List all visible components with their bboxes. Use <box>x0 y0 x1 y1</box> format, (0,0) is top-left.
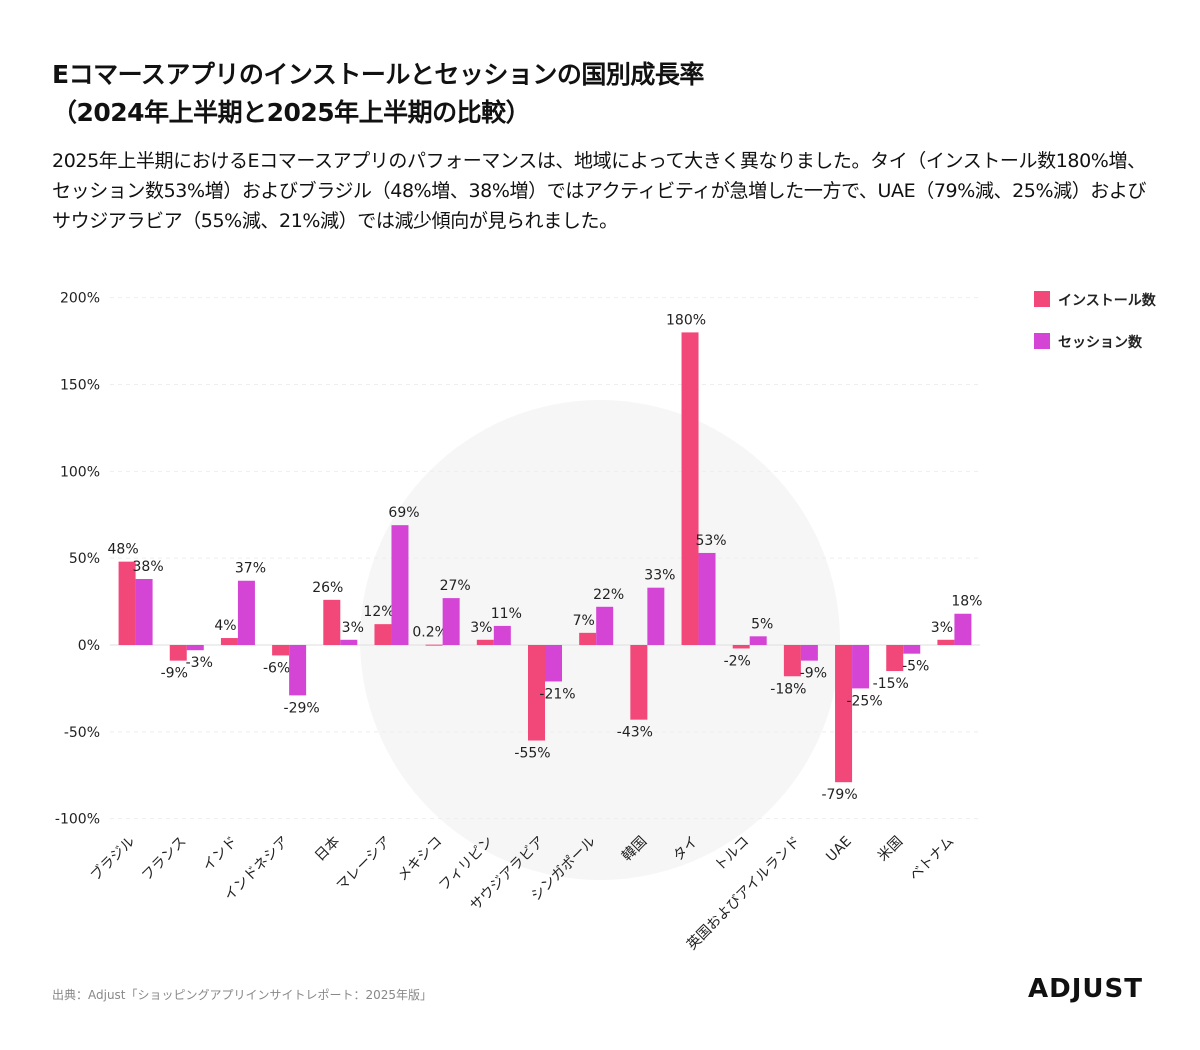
bar-installs <box>579 632 597 645</box>
data-label: 5% <box>751 616 773 632</box>
title-line-1: Eコマースアプリのインストールとセッションの国別成長率 <box>52 60 704 89</box>
title-line-2: （2024年上半期と2025年上半期の比較） <box>52 98 531 127</box>
data-label: 69% <box>388 505 419 521</box>
x-tick-label: マレーシア <box>334 834 395 895</box>
data-label: 7% <box>573 613 595 629</box>
bar-sessions <box>135 579 153 645</box>
data-label: 3% <box>342 620 364 636</box>
x-tick-label: メキシコ <box>395 834 446 885</box>
x-tick-label: 米国 <box>875 834 906 865</box>
bar-sessions <box>749 636 767 645</box>
y-tick-label: 100% <box>60 464 100 480</box>
bar-sessions <box>340 639 358 645</box>
y-tick-label: -50% <box>64 725 100 741</box>
data-label: 38% <box>133 559 164 575</box>
data-label: -6% <box>263 660 290 676</box>
y-tick-label: 150% <box>60 378 100 394</box>
data-label: 22% <box>593 587 624 603</box>
data-label: 33% <box>644 568 675 584</box>
bar-sessions <box>237 580 255 645</box>
y-tick-label: -100% <box>55 812 100 828</box>
bar-sessions <box>545 645 562 682</box>
bar-installs <box>886 645 904 672</box>
data-label: -79% <box>821 787 857 803</box>
chart-title: Eコマースアプリのインストールとセッションの国別成長率 （2024年上半期と20… <box>52 56 704 132</box>
data-label: -15% <box>873 676 909 692</box>
bar-installs <box>937 639 955 645</box>
x-tick-label: フランス <box>139 834 190 885</box>
data-label: 3% <box>470 620 492 636</box>
data-label: -18% <box>770 681 806 697</box>
bar-installs <box>528 645 545 741</box>
legend-swatch <box>1034 333 1050 349</box>
x-tick-label: UAE <box>823 834 855 866</box>
bar-sessions <box>852 645 870 689</box>
data-label: 48% <box>108 542 139 558</box>
bar-installs <box>835 645 853 783</box>
bar-sessions <box>289 645 307 696</box>
bar-sessions <box>903 645 921 654</box>
chart-subtitle: 2025年上半期におけるEコマースアプリのパフォーマンスは、地域によって大きく異… <box>52 150 1147 232</box>
data-label: 26% <box>312 580 343 596</box>
bar-installs <box>681 332 699 645</box>
x-tick-label: ベトナム <box>907 834 958 885</box>
bar-sessions <box>391 525 409 645</box>
bar-sessions <box>493 625 511 645</box>
bar-sessions <box>442 598 460 645</box>
legend-label: セッション数 <box>1058 334 1143 351</box>
bar-installs <box>476 639 494 645</box>
source-footer: 出典：Adjust「ショッピングアプリインサイトレポート：2025年版」 <box>52 988 433 1002</box>
data-label: 27% <box>440 578 471 594</box>
data-label: 18% <box>951 594 982 610</box>
bar-installs <box>425 644 443 646</box>
bar-sessions <box>596 606 614 645</box>
bar-installs <box>169 645 187 661</box>
data-label: 3% <box>931 620 953 636</box>
bar-sessions <box>647 587 665 645</box>
data-label: -2% <box>724 653 751 669</box>
legend-swatch <box>1034 291 1050 307</box>
data-label: 12% <box>363 604 394 620</box>
bar-sessions <box>800 645 818 661</box>
bar-sessions <box>186 645 204 651</box>
data-label: -55% <box>514 746 550 762</box>
y-tick-label: 200% <box>60 291 100 307</box>
data-label: 4% <box>214 618 236 634</box>
data-label: -3% <box>186 655 213 671</box>
bar-installs <box>272 645 290 656</box>
x-tick-label: ブラジル <box>87 833 138 884</box>
data-label: -25% <box>846 693 882 709</box>
data-label: -21% <box>539 686 575 702</box>
y-tick-label: 50% <box>69 551 100 567</box>
data-label: -9% <box>161 666 188 682</box>
legend-label: インストール数 <box>1058 292 1157 309</box>
data-label: -43% <box>617 725 653 741</box>
bar-installs <box>732 645 750 649</box>
data-label: 37% <box>235 561 266 577</box>
bar-sessions <box>698 552 716 645</box>
data-label: 53% <box>695 533 726 549</box>
x-tick-label: インド <box>200 834 241 875</box>
bar-installs <box>118 561 136 645</box>
data-label: -9% <box>800 666 827 682</box>
data-label: -5% <box>902 659 929 675</box>
bar-installs <box>783 645 801 677</box>
data-label: 11% <box>491 606 522 622</box>
bar-sessions <box>954 613 972 645</box>
bar-installs <box>374 624 392 645</box>
y-tick-label: 0% <box>78 638 100 654</box>
bar-installs <box>323 599 341 645</box>
bar-installs <box>220 638 238 645</box>
x-tick-label: 日本 <box>312 834 343 865</box>
data-label: 0.2% <box>412 625 448 641</box>
data-label: 180% <box>666 312 706 328</box>
data-label: -29% <box>284 700 320 716</box>
bar-installs <box>630 645 648 720</box>
adjust-logo: ADJUST <box>1028 974 1143 1004</box>
